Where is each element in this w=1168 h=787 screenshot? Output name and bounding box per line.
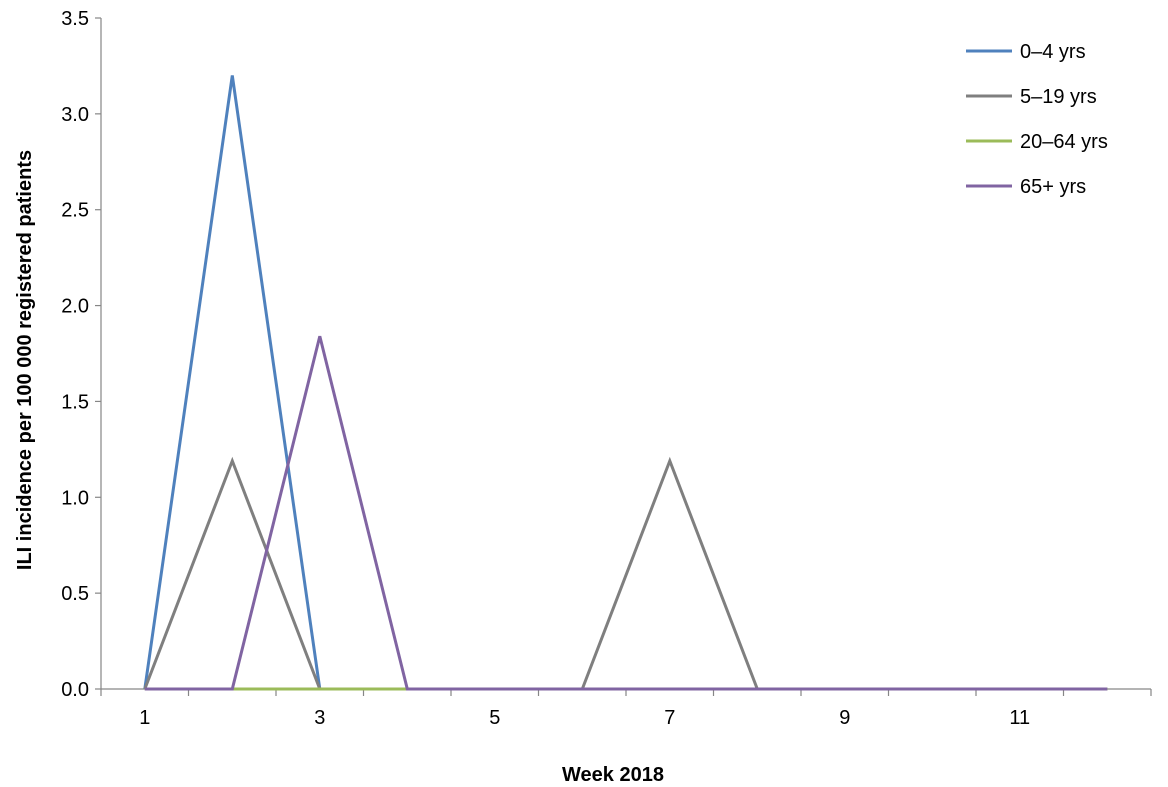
legend-label: 20–64 yrs: [1020, 131, 1108, 153]
x-tick-label: 1: [139, 707, 150, 729]
y-tick-label: 3.5: [61, 8, 89, 30]
x-tick-label: 9: [839, 707, 850, 729]
x-tick-label: 3: [314, 707, 325, 729]
series-line-4: [144, 335, 1108, 691]
y-tick-label: 0.5: [61, 583, 89, 605]
x-tick-label: 7: [664, 707, 675, 729]
series-line-1: [143, 75, 1108, 691]
legend-label: 5–19 yrs: [1020, 86, 1097, 108]
legend-label: 0–4 yrs: [1020, 41, 1086, 63]
y-tick-label: 2.5: [61, 200, 89, 222]
legend-label: 65+ yrs: [1020, 176, 1086, 198]
y-tick-label: 1.5: [61, 391, 89, 413]
series-line-2: [143, 456, 1108, 691]
axes: 0.0 0.5 1.0 1.5 2.0 2.5 3.0 3.5 1 3 5 7 9 11: [61, 8, 1152, 729]
y-tick-label: 3.0: [61, 104, 89, 126]
x-tick-label: 5: [489, 707, 500, 729]
y-tick-label: 1.0: [61, 487, 89, 509]
series-lines: [143, 75, 1108, 691]
y-tick-label: 2.0: [61, 296, 89, 318]
y-tick-label: 0.0: [61, 679, 89, 701]
x-tick-label: 11: [1009, 707, 1030, 729]
x-axis-title: Week 2018: [562, 764, 664, 786]
legend: 0–4 yrs 5–19 yrs 20–64 yrs 65+ yrs: [966, 41, 1108, 198]
y-axis-title: ILI incidence per 100 000 registered pat…: [14, 150, 36, 570]
